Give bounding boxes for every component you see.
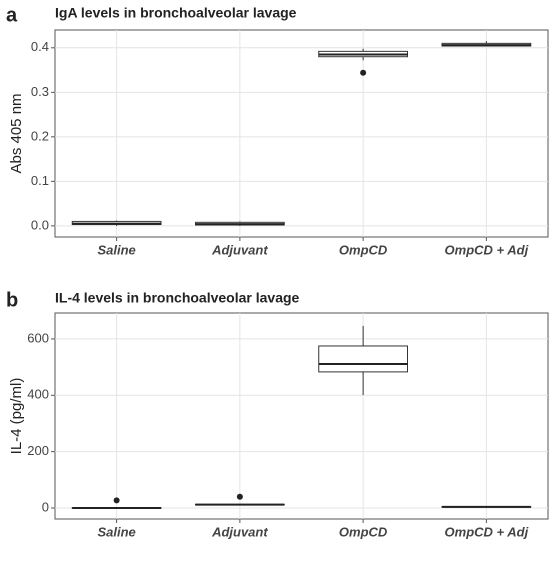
y-tick-label: 0.0 xyxy=(31,217,49,232)
outlier xyxy=(360,69,367,76)
plot-area xyxy=(54,312,549,520)
y-tick-label: 0.3 xyxy=(31,84,49,99)
x-tick-label: OmpCD xyxy=(339,524,388,539)
y-tick-label: 0.4 xyxy=(31,39,49,54)
y-tick-label: 0.2 xyxy=(31,128,49,143)
x-tick-label: Adjuvant xyxy=(211,524,268,539)
x-tick-label: OmpCD xyxy=(339,242,388,257)
y-tick-label: 600 xyxy=(27,330,49,345)
y-tick-label: 0.1 xyxy=(31,173,49,188)
y-tick-label: 400 xyxy=(27,387,49,402)
plot-area xyxy=(54,29,549,238)
chart-title: IL-4 levels in bronchoalveolar lavage xyxy=(55,290,300,306)
panel-letter: b xyxy=(6,289,18,311)
panel-letter: a xyxy=(6,4,18,26)
x-tick-label: OmpCD + Adj xyxy=(445,242,529,257)
outlier xyxy=(113,497,120,504)
x-tick-label: Saline xyxy=(97,524,135,539)
x-tick-label: Saline xyxy=(97,242,135,257)
x-tick-label: OmpCD + Adj xyxy=(445,524,529,539)
y-tick-label: 200 xyxy=(27,443,49,458)
y-axis-label: Abs 405 nm xyxy=(8,93,25,173)
outlier xyxy=(236,493,243,500)
y-axis-label: IL-4 (pg/ml) xyxy=(8,378,25,455)
box xyxy=(318,345,408,373)
x-tick-label: Adjuvant xyxy=(211,242,268,257)
chart-title: IgA levels in bronchoalveolar lavage xyxy=(55,5,297,21)
y-tick-label: 0 xyxy=(42,499,49,514)
